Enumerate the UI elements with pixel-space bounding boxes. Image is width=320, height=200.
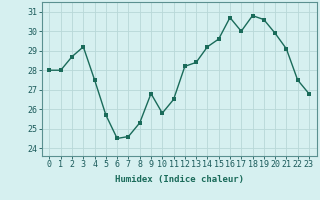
X-axis label: Humidex (Indice chaleur): Humidex (Indice chaleur) (115, 175, 244, 184)
